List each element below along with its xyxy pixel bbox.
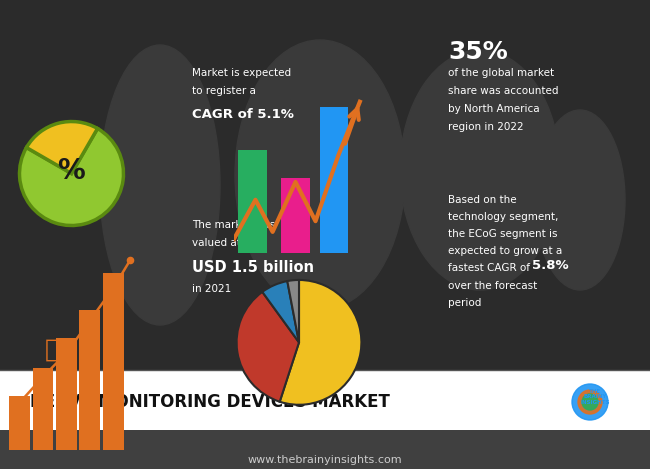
Text: fastest CAGR of: fastest CAGR of <box>448 263 533 273</box>
Bar <box>0 370 650 469</box>
Text: period: period <box>448 298 482 308</box>
Ellipse shape <box>400 50 560 290</box>
Circle shape <box>572 384 608 420</box>
Circle shape <box>582 394 598 410</box>
Bar <box>103 273 124 450</box>
Point <box>61 349 72 357</box>
Ellipse shape <box>535 110 625 290</box>
Text: valued at: valued at <box>192 238 241 248</box>
Ellipse shape <box>100 45 220 325</box>
Wedge shape <box>20 129 124 226</box>
Text: CAGR of 5.1%: CAGR of 5.1% <box>192 108 294 121</box>
Text: 🧺: 🧺 <box>44 338 60 362</box>
Wedge shape <box>287 280 299 342</box>
Bar <box>9 396 30 450</box>
Text: to register a: to register a <box>192 86 256 96</box>
Wedge shape <box>280 280 361 405</box>
Point <box>14 399 25 407</box>
Wedge shape <box>27 121 98 174</box>
Point <box>38 373 48 381</box>
Bar <box>239 150 267 253</box>
Wedge shape <box>263 281 299 342</box>
Text: Market is expected: Market is expected <box>192 68 291 78</box>
Text: over the forecast: over the forecast <box>448 281 538 291</box>
Text: Based on the: Based on the <box>448 195 517 205</box>
Bar <box>0 430 650 469</box>
Text: by North America: by North America <box>448 104 540 114</box>
Point <box>108 285 118 292</box>
Text: www.thebrainyinsights.com: www.thebrainyinsights.com <box>248 455 402 465</box>
Text: THE
BRAINY
INSIGHTS: THE BRAINY INSIGHTS <box>580 389 610 405</box>
Bar <box>56 338 77 450</box>
Bar <box>320 107 348 253</box>
Text: in 2021: in 2021 <box>192 284 231 294</box>
Bar <box>32 368 53 450</box>
Text: technology segment,: technology segment, <box>448 212 558 222</box>
Point <box>84 317 95 325</box>
Text: expected to grow at a: expected to grow at a <box>448 246 562 256</box>
Text: The market was: The market was <box>192 220 275 230</box>
Point <box>125 257 135 264</box>
Text: USD 1.5 billion: USD 1.5 billion <box>192 260 314 275</box>
Text: the ECoG segment is: the ECoG segment is <box>448 229 558 239</box>
Text: 35%: 35% <box>448 40 508 64</box>
Wedge shape <box>237 292 299 402</box>
Text: of the global market: of the global market <box>448 68 554 78</box>
Circle shape <box>578 390 602 414</box>
Text: region in 2022: region in 2022 <box>448 122 524 132</box>
Text: share was accounted: share was accounted <box>448 86 558 96</box>
Text: %: % <box>58 157 85 185</box>
Ellipse shape <box>235 40 405 310</box>
Bar <box>281 178 310 253</box>
Text: 5.8%: 5.8% <box>532 259 569 272</box>
Text: NERVE MONITORING DEVICES MARKET: NERVE MONITORING DEVICES MARKET <box>30 393 390 411</box>
Bar <box>79 310 100 450</box>
